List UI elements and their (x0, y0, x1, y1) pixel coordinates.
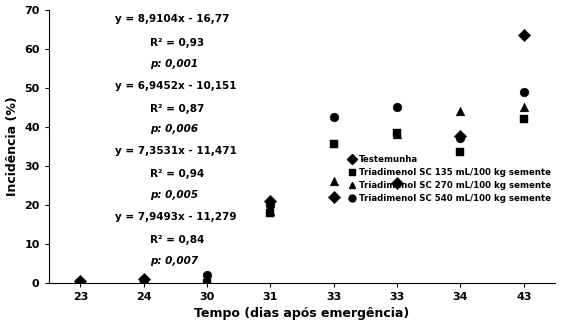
Text: p: 0,001: p: 0,001 (150, 59, 198, 69)
Point (139, 276, 148, 282)
Text: p: 0,005: p: 0,005 (150, 190, 198, 200)
Point (393, 181, 402, 186)
Text: R² = 0,94: R² = 0,94 (150, 170, 204, 179)
Text: y = 8,9104x - 16,77: y = 8,9104x - 16,77 (114, 14, 229, 24)
Point (139, 278, 148, 284)
Text: R² = 0,93: R² = 0,93 (150, 38, 204, 48)
Point (329, 142, 338, 147)
Point (519, 32, 528, 37)
Point (266, 208, 275, 213)
Point (266, 202, 275, 207)
Point (329, 179, 338, 184)
Point (329, 114, 338, 120)
Text: p: 0,007: p: 0,007 (150, 256, 198, 266)
Legend: Testemunha, Triadimenol SC 135 mL/100 kg semente, Triadimenol SC 270 mL/100 kg s: Testemunha, Triadimenol SC 135 mL/100 kg… (349, 155, 551, 203)
Point (203, 273, 211, 278)
Text: R² = 0,87: R² = 0,87 (150, 104, 204, 114)
Point (139, 276, 148, 282)
Point (393, 130, 402, 135)
Point (456, 136, 465, 141)
Point (519, 105, 528, 110)
Point (519, 89, 528, 94)
Point (519, 116, 528, 122)
Text: y = 7,9493x - 11,279: y = 7,9493x - 11,279 (114, 212, 236, 222)
Point (456, 134, 465, 139)
Text: R² = 0,84: R² = 0,84 (150, 235, 204, 245)
Point (203, 280, 211, 286)
Point (266, 210, 275, 215)
Point (393, 132, 402, 137)
Point (456, 149, 465, 155)
Point (76, 278, 85, 284)
Point (329, 194, 338, 200)
Text: y = 7,3531x - 11,471: y = 7,3531x - 11,471 (114, 146, 236, 156)
Y-axis label: Incidência (%): Incidência (%) (6, 96, 19, 196)
Text: y = 6,9452x - 10,151: y = 6,9452x - 10,151 (114, 81, 236, 91)
Text: p: 0,006: p: 0,006 (150, 124, 198, 134)
Point (76, 280, 85, 286)
Point (393, 105, 402, 110)
X-axis label: Tempo (dias após emergência): Tempo (dias após emergência) (195, 307, 410, 320)
Point (456, 109, 465, 114)
Point (266, 198, 275, 203)
